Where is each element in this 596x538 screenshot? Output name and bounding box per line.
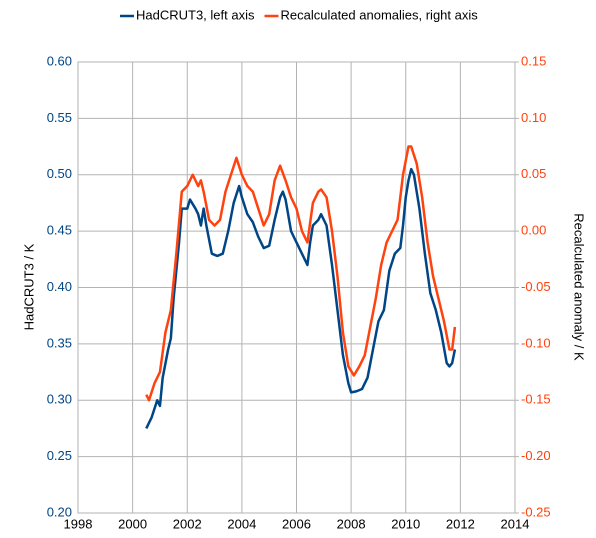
y-tick-label: 0.35 bbox=[47, 335, 72, 350]
y2-tick-label: -0.10 bbox=[521, 335, 551, 350]
x-tick-label: 2008 bbox=[337, 516, 366, 531]
x-tick-label: 2002 bbox=[173, 516, 202, 531]
y2-tick-label: 0.05 bbox=[521, 166, 546, 181]
plot-frame bbox=[77, 61, 516, 514]
x-tick-label: 2006 bbox=[282, 516, 311, 531]
y-tick-label: 0.60 bbox=[47, 53, 72, 68]
data-line bbox=[145, 145, 457, 402]
y-tick-label: 0.25 bbox=[47, 448, 72, 463]
x-tick-label: 2014 bbox=[501, 516, 530, 531]
y2-tick-label: -0.15 bbox=[521, 392, 551, 407]
y2-tick-label: -0.25 bbox=[521, 504, 551, 519]
x-tick-label: 1998 bbox=[64, 516, 93, 531]
x-tick-label: 2010 bbox=[391, 516, 420, 531]
y-axis-label: HadCRUT3 / K bbox=[21, 243, 36, 330]
y-tick-label: 0.45 bbox=[47, 223, 72, 238]
y-tick-label: 0.40 bbox=[47, 279, 72, 294]
y2-tick-label: -0.20 bbox=[521, 448, 551, 463]
y-tick-label: 0.50 bbox=[47, 166, 72, 181]
y2-axis-label: Recalculated anomaly / K bbox=[572, 213, 587, 361]
x-tick-label: 2004 bbox=[227, 516, 256, 531]
y-tick-label: 0.55 bbox=[47, 110, 72, 125]
y-tick-label: 0.20 bbox=[47, 504, 72, 519]
y2-tick-label: -0.05 bbox=[521, 279, 551, 294]
y2-tick-label: 0.15 bbox=[521, 53, 546, 68]
x-tick-label: 2012 bbox=[446, 516, 475, 531]
y2-tick-label: 0.00 bbox=[521, 223, 546, 238]
x-tick-label: 2000 bbox=[118, 516, 147, 531]
y2-tick-label: 0.10 bbox=[521, 110, 546, 125]
legend-label: Recalculated anomalies, right axis bbox=[280, 7, 478, 22]
data-line bbox=[145, 167, 457, 429]
legend-label: HadCRUT3, left axis bbox=[136, 7, 255, 22]
y-tick-label: 0.30 bbox=[47, 392, 72, 407]
